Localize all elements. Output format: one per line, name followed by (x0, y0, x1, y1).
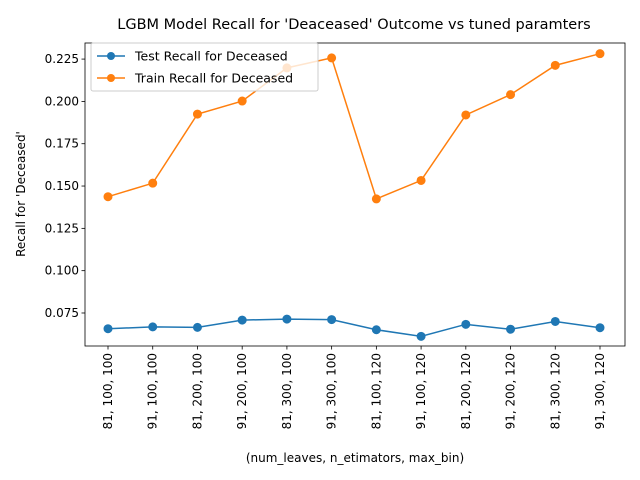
series-train (103, 49, 605, 204)
series-line (107, 318, 601, 338)
y-tick-label: 0.175 (45, 137, 79, 151)
data-point (371, 194, 381, 204)
x-tick-label: 81, 100, 100 (101, 353, 115, 429)
data-point (550, 316, 560, 326)
y-tick-label: 0.125 (45, 221, 79, 235)
data-point (192, 109, 202, 119)
plot-frame (84, 42, 626, 347)
data-point (461, 110, 471, 120)
x-tick-label: 91, 100, 120 (414, 353, 428, 429)
x-axis-label: (num_leaves, n_etimators, max_bin) (246, 451, 464, 465)
data-point (192, 322, 202, 332)
x-tick-label: 81, 200, 100 (190, 353, 204, 429)
y-tick-label: 0.225 (45, 52, 79, 66)
legend-box (90, 42, 319, 92)
x-tick-label: 91, 300, 120 (593, 353, 607, 429)
data-point (282, 314, 292, 324)
data-point (103, 192, 113, 202)
x-tick-label: 91, 100, 100 (146, 353, 160, 429)
data-point (550, 60, 560, 70)
data-point (371, 325, 381, 335)
data-point (237, 315, 247, 325)
y-axis-label: Recall for 'Deceased' (14, 131, 28, 257)
x-tick-label: 81, 300, 120 (548, 353, 562, 429)
y-tick-label: 0.200 (45, 94, 79, 108)
y-tick-label: 0.075 (45, 306, 79, 320)
data-point (416, 331, 426, 341)
data-point (103, 324, 113, 334)
legend: Test Recall for Deceased Train Recall for… (90, 42, 319, 92)
y-axis-ticks: 0.075 0.100 0.125 0.150 0.175 0.200 0.225 (45, 52, 85, 320)
data-point (461, 319, 471, 329)
data-point (506, 324, 516, 334)
legend-label: Test Recall for Deceased (134, 49, 288, 64)
x-tick-label: 91, 200, 100 (235, 353, 249, 429)
x-tick-label: 81, 200, 120 (459, 353, 473, 429)
data-point (595, 323, 605, 333)
y-tick-label: 0.150 (45, 179, 79, 193)
x-tick-label: 81, 300, 100 (280, 353, 294, 429)
y-tick-label: 0.100 (45, 264, 79, 278)
legend-marker (107, 74, 115, 82)
series-layer (103, 49, 605, 341)
plot-area (85, 43, 625, 346)
legend-label: Train Recall for Deceased (134, 71, 293, 86)
series-line (107, 52, 601, 200)
x-tick-label: 91, 200, 120 (504, 353, 518, 429)
data-point (237, 96, 247, 106)
data-point (327, 315, 337, 325)
x-tick-label: 81, 100, 120 (369, 353, 383, 429)
series-test (103, 314, 605, 341)
data-point (416, 175, 426, 185)
legend-marker (107, 52, 115, 60)
x-tick-label: 91, 300, 100 (325, 353, 339, 429)
data-point (148, 322, 158, 332)
data-point (595, 49, 605, 59)
chart-title: LGBM Model Recall for 'Deaceased' Outcom… (117, 17, 590, 33)
data-point (327, 53, 337, 63)
x-axis-ticks: 81, 100, 100 91, 100, 100 81, 200, 100 91, … (101, 346, 607, 429)
data-point (506, 90, 516, 100)
data-point (148, 178, 158, 188)
